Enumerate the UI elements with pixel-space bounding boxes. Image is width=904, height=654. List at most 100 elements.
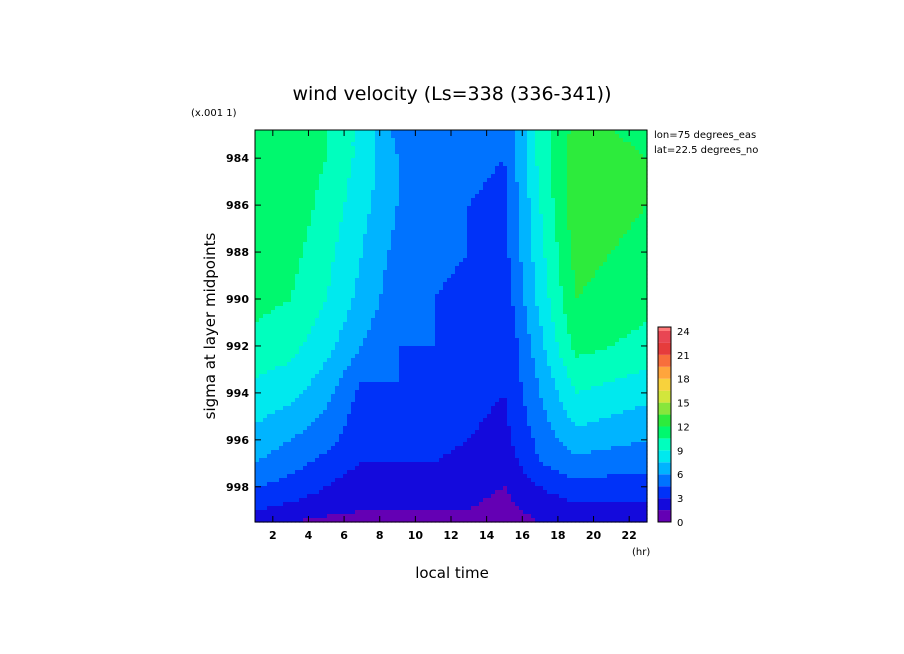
contour-cell (295, 210, 300, 215)
contour-cell (311, 242, 316, 247)
contour-cell (431, 206, 436, 211)
contour-cell (331, 194, 336, 199)
contour-cell (287, 226, 292, 231)
contour-cell (271, 290, 276, 295)
contour-cell (343, 162, 348, 167)
contour-cell (291, 306, 296, 311)
contour-cell (595, 182, 600, 187)
contour-cell (311, 146, 316, 151)
contour-cell (575, 130, 580, 135)
contour-cell (531, 202, 536, 207)
contour-cell (267, 262, 272, 267)
contour-cell (283, 142, 288, 147)
contour-cell (539, 218, 544, 223)
contour-cell (567, 302, 572, 307)
contour-cell (371, 166, 376, 171)
contour-cell (491, 150, 496, 155)
contour-cell (479, 218, 484, 223)
contour-cell (367, 330, 372, 335)
contour-cell (295, 298, 300, 303)
contour-cell (339, 258, 344, 263)
contour-cell (371, 178, 376, 183)
contour-cell (263, 290, 268, 295)
contour-cell (439, 258, 444, 263)
contour-cell (475, 222, 480, 227)
contour-cell (383, 134, 388, 139)
contour-cell (383, 130, 388, 135)
contour-cell (591, 166, 596, 171)
contour-cell (503, 198, 508, 203)
contour-cell (575, 210, 580, 215)
contour-cell (619, 294, 624, 299)
contour-cell (315, 230, 320, 235)
contour-cell (631, 254, 636, 259)
contour-cell (419, 254, 424, 259)
contour-cell (291, 318, 296, 323)
contour-cell (519, 326, 524, 331)
contour-cell (571, 142, 576, 147)
contour-cell (543, 142, 548, 147)
contour-cell (419, 286, 424, 291)
contour-cell (555, 206, 560, 211)
contour-cell (363, 258, 368, 263)
contour-cell (567, 282, 572, 287)
contour-cell (419, 278, 424, 283)
contour-cell (499, 230, 504, 235)
contour-cell (635, 230, 640, 235)
contour-cell (279, 274, 284, 279)
contour-cell (399, 218, 404, 223)
contour-cell (527, 266, 532, 271)
contour-cell (607, 178, 612, 183)
contour-cell (291, 254, 296, 259)
contour-cell (551, 322, 556, 327)
contour-cell (359, 274, 364, 279)
contour-cell (295, 274, 300, 279)
contour-cell (327, 298, 332, 303)
contour-cell (467, 214, 472, 219)
contour-cell (427, 310, 432, 315)
contour-cell (547, 154, 552, 159)
contour-cell (567, 130, 572, 135)
contour-cell (407, 178, 412, 183)
contour-cell (275, 282, 280, 287)
contour-cell (503, 230, 508, 235)
contour-cell (487, 314, 492, 319)
contour-cell (463, 154, 468, 159)
contour-cell (435, 318, 440, 323)
contour-cell (627, 234, 632, 239)
contour-cell (279, 310, 284, 315)
contour-cell (279, 298, 284, 303)
contour-cell (423, 234, 428, 239)
contour-cell (611, 222, 616, 227)
contour-cell (327, 194, 332, 199)
contour-cell (323, 186, 328, 191)
contour-cell (383, 210, 388, 215)
contour-cell (279, 290, 284, 295)
contour-cell (463, 314, 468, 319)
contour-cell (327, 190, 332, 195)
contour-cell (511, 162, 516, 167)
contour-cell (287, 310, 292, 315)
contour-cell (303, 154, 308, 159)
contour-cell (511, 274, 516, 279)
contour-cell (527, 170, 532, 175)
contour-cell (459, 178, 464, 183)
contour-cell (311, 162, 316, 167)
contour-cell (483, 298, 488, 303)
contour-cell (535, 282, 540, 287)
contour-cell (387, 302, 392, 307)
contour-cell (455, 186, 460, 191)
contour-cell (419, 310, 424, 315)
contour-cell (567, 194, 572, 199)
contour-cell (495, 330, 500, 335)
contour-cell (523, 130, 528, 135)
contour-cell (643, 138, 648, 143)
contour-cell (579, 150, 584, 155)
contour-cell (515, 274, 520, 279)
contour-cell (631, 178, 636, 183)
contour-cell (311, 230, 316, 235)
contour-cell (523, 330, 528, 335)
contour-cell (563, 130, 568, 135)
contour-cell (527, 262, 532, 267)
contour-cell (283, 170, 288, 175)
